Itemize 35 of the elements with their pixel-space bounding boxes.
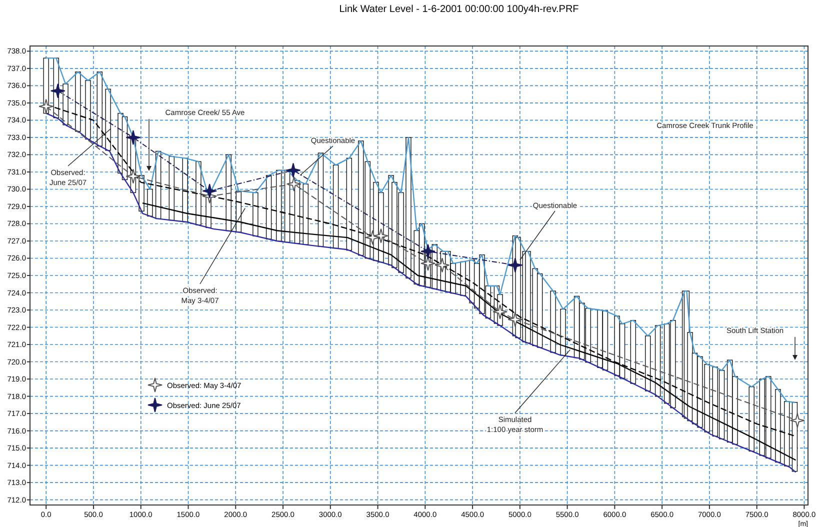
point [508, 312, 523, 327]
point [286, 176, 302, 192]
bar [332, 164, 339, 249]
bar [252, 192, 258, 236]
point [365, 230, 380, 246]
point [50, 83, 66, 98]
line-series [46, 57, 796, 403]
bar [302, 184, 309, 245]
bar [75, 72, 81, 132]
bar [105, 88, 111, 151]
bar [550, 290, 556, 353]
point [374, 228, 388, 244]
point [126, 168, 141, 184]
bar [85, 80, 91, 140]
bar [654, 325, 661, 397]
point [790, 412, 805, 428]
point [434, 258, 450, 273]
point [508, 258, 523, 273]
point [420, 244, 436, 259]
chart-title: Link Water Level - 1-6-2001 00:00:00 100y4h-rev.PRF [339, 4, 579, 15]
bar [775, 389, 781, 463]
point [38, 98, 54, 114]
bar [168, 156, 175, 221]
point [126, 130, 141, 145]
point [286, 162, 301, 178]
bar [276, 170, 282, 242]
point [492, 304, 508, 320]
bar [346, 158, 352, 251]
point [202, 183, 218, 198]
bar [147, 188, 153, 216]
bar [748, 386, 754, 452]
bar [560, 308, 566, 356]
point [420, 256, 436, 271]
bar [645, 336, 651, 392]
bar [62, 84, 68, 126]
